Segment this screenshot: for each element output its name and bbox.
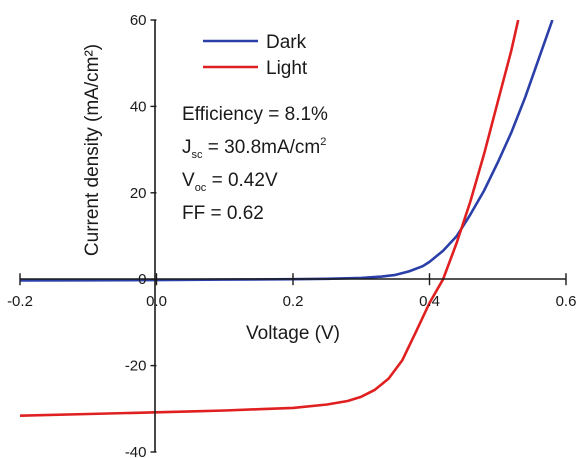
y-tick-label: -20 bbox=[125, 358, 147, 375]
y-tick-label: 20 bbox=[130, 185, 147, 202]
jsc-sup: 2 bbox=[320, 136, 326, 148]
voc-sub: oc bbox=[195, 182, 207, 194]
metrics-annotation: Efficiency = 8.1% Jsc = 30.8mA/cm2 Voc =… bbox=[182, 104, 328, 224]
jsc-main: J bbox=[182, 137, 192, 158]
x-tick-label: 0.0 bbox=[146, 293, 167, 310]
x-tick-label: 0.4 bbox=[419, 293, 440, 310]
series-line-light bbox=[20, 20, 520, 417]
jsc-value: = 30.8mA/cm bbox=[203, 137, 321, 158]
x-tick-label: 0.6 bbox=[556, 293, 576, 310]
y-axis-title: Current density (mA/cm²) bbox=[82, 44, 103, 256]
y-ticks: -40 -20 0 20 40 60 bbox=[125, 12, 157, 458]
efficiency-label: Efficiency = 8.1% bbox=[182, 104, 328, 125]
jsc-sub: sc bbox=[192, 149, 204, 161]
x-tick-label: 0.2 bbox=[283, 293, 304, 310]
jsc-label: Jsc = 30.8mA/cm2 bbox=[182, 136, 326, 161]
y-tick-label: -40 bbox=[125, 444, 147, 458]
legend-label-light: Light bbox=[266, 58, 308, 79]
x-ticks: -0.2 0.0 0.2 0.4 0.6 bbox=[7, 273, 576, 310]
voc-main: V bbox=[182, 170, 195, 191]
y-tick-label: 60 bbox=[130, 12, 147, 29]
legend: Dark Light bbox=[203, 32, 308, 79]
x-tick-label: -0.2 bbox=[7, 293, 33, 310]
legend-label-dark: Dark bbox=[266, 32, 307, 53]
ff-label: FF = 0.62 bbox=[182, 203, 264, 224]
x-axis-title: Voltage (V) bbox=[246, 323, 340, 344]
voc-label: Voc = 0.42V bbox=[182, 170, 278, 194]
voc-value: = 0.42V bbox=[206, 170, 278, 191]
y-tick-label: 40 bbox=[130, 98, 147, 115]
y-tick-label: 0 bbox=[138, 271, 146, 288]
